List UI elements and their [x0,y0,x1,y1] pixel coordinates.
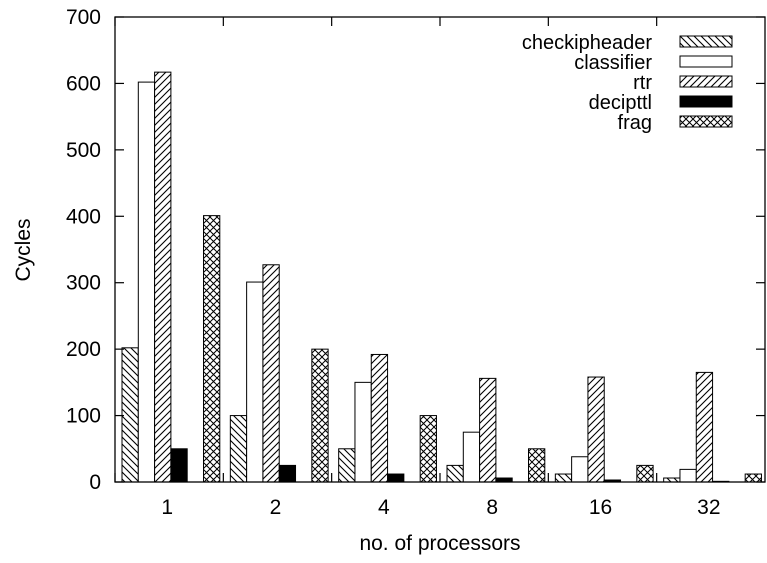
legend-swatch-classifier [679,55,733,68]
x-tick-label: 8 [486,496,498,519]
legend-label-classifier: classifier [574,52,652,74]
bars-layer [121,71,762,483]
legend-label-frag: frag [618,112,652,134]
bar-classifier [571,456,589,483]
legend-swatch-decipttl [679,95,733,108]
bar-classifier [679,468,697,483]
bar-frag [419,415,437,483]
bar-rtr [479,377,497,483]
legend-label-decipttl: decipttl [589,92,652,114]
bar-frag [311,348,329,483]
x-tick-label: 1 [161,496,173,519]
legend-label-checkipheader: checkipheader [522,32,652,54]
bar-classifier [246,281,264,483]
bar-checkipheader [121,347,139,483]
ticks-layer: 0 100 200 300 400 500 600 700 1 2 4 8 16 32 [66,6,765,519]
bar-checkipheader [554,473,573,483]
bar-rtr [262,264,280,483]
x-tick-label: 32 [697,496,720,519]
bar-rtr [154,71,172,483]
bar-frag [528,448,546,483]
bar-classifier [137,81,156,483]
y-tick-label: 200 [66,338,101,361]
y-tick-label: 700 [66,6,101,29]
bar-frag [636,464,654,483]
bar-checkipheader [338,448,356,483]
legend-swatch-checkipheader [679,35,733,48]
bar-rtr [587,376,605,483]
bar-decipttl [170,448,188,483]
legend-swatch-rtr [679,75,733,88]
bar-decipttl [387,473,405,483]
x-axis-label: no. of processors [359,532,520,555]
y-axis-label: Cycles [12,218,35,281]
bar-rtr [370,353,389,483]
x-tick-label: 4 [378,496,390,519]
bar-classifier [354,381,372,483]
legend-swatch-frag [679,115,733,128]
bar-decipttl [278,464,297,483]
bar-frag [744,473,762,483]
y-tick-label: 500 [66,139,101,162]
y-tick-label: 600 [66,72,101,95]
bar-classifier [462,431,481,483]
bar-rtr [695,371,714,483]
plot-frame [114,16,766,483]
bar-checkipheader [229,415,248,483]
y-tick-label: 100 [66,405,101,428]
legend-label-rtr: rtr [633,72,652,94]
x-tick-label: 16 [589,496,612,519]
y-tick-label: 300 [66,272,101,295]
x-tick-label: 2 [270,496,282,519]
bar-frag [203,215,221,483]
bar-checkipheader [446,464,464,483]
y-tick-label: 0 [89,471,101,494]
y-tick-label: 400 [66,205,101,228]
